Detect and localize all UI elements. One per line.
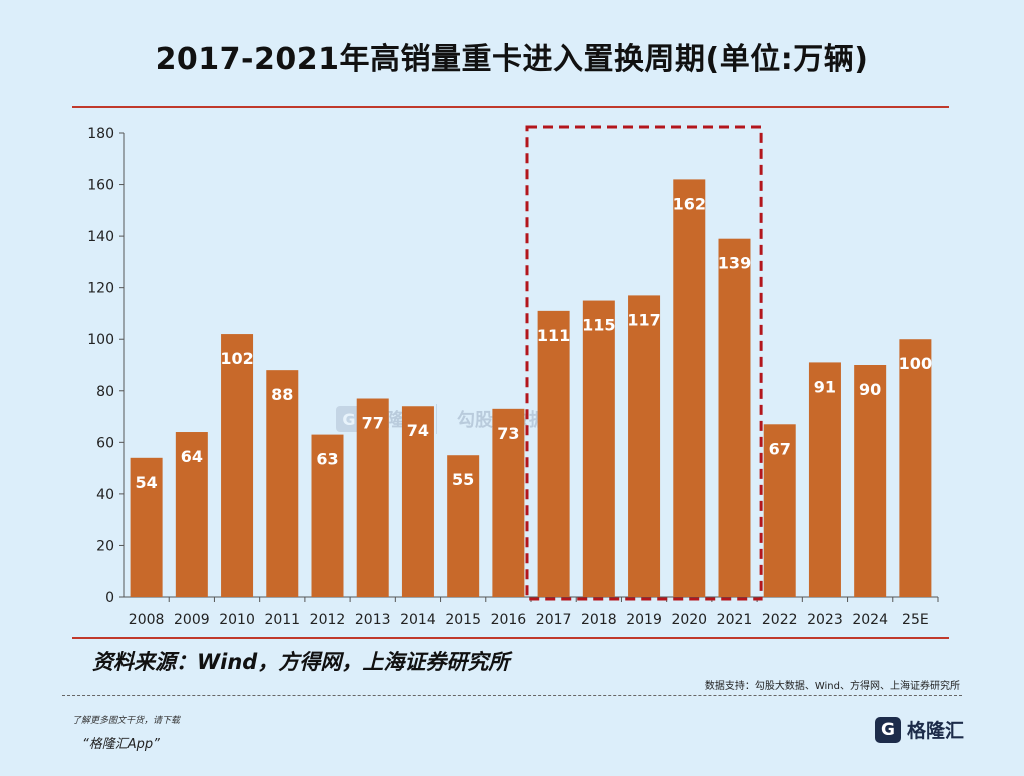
y-tick-label: 160 [87, 178, 114, 194]
bar [582, 300, 615, 597]
x-tick-label: 2020 [671, 612, 707, 628]
x-tick-label: 2009 [174, 612, 210, 628]
x-tick-label: 2021 [717, 612, 753, 628]
chart-title: 2017-2021年高销量重卡进入置换周期(单位:万辆) [155, 42, 869, 77]
source-note: 资料来源：Wind，方得网，上海证券研究所 [92, 650, 510, 674]
x-tick-label: 2022 [762, 612, 798, 628]
x-tick-label: 2024 [852, 612, 888, 628]
bar-value-label: 64 [181, 447, 203, 466]
bar-value-label: 88 [271, 385, 293, 404]
bar-value-label: 117 [627, 310, 660, 329]
bottom-rule [72, 637, 949, 639]
bar-value-label: 162 [673, 194, 706, 213]
x-tick-label: 2013 [355, 612, 391, 628]
bar-value-label: 63 [316, 450, 338, 469]
bar-value-label: 90 [859, 380, 881, 399]
bar [854, 365, 887, 597]
x-tick-label: 2017 [536, 612, 572, 628]
bar [266, 370, 299, 597]
bar-value-label: 54 [135, 473, 157, 492]
dotted-divider [62, 695, 962, 696]
y-tick-label: 120 [87, 281, 114, 297]
top-rule [72, 106, 949, 108]
logo-icon: G [875, 716, 901, 743]
data-support-note: 数据支持：勾股大数据、Wind、方得网、上海证券研究所 [704, 681, 960, 692]
bar-value-label: 111 [537, 326, 570, 345]
bar-value-label: 102 [220, 349, 253, 368]
bar [492, 408, 525, 597]
bar [447, 455, 480, 597]
bar [628, 295, 661, 597]
bar-value-label: 55 [452, 470, 474, 489]
bar [718, 238, 751, 597]
bar-value-label: 115 [582, 316, 615, 335]
y-tick-label: 20 [96, 538, 114, 554]
bar [356, 398, 389, 597]
bar-value-label: 100 [899, 354, 932, 373]
bar [175, 432, 208, 597]
x-tick-label: 2008 [129, 612, 165, 628]
x-tick-label: 2019 [626, 612, 662, 628]
bar-chart: 0 20 40 60 80 100 120 140 160 180 54 2008 64 2009 102 2… [87, 125, 939, 628]
bar-value-label: 74 [407, 421, 429, 440]
x-tick-label: 2014 [400, 612, 436, 628]
x-tick-label: 2023 [807, 612, 843, 628]
y-tick-label: 180 [87, 126, 114, 142]
bar [763, 424, 796, 597]
x-tick-label: 2011 [264, 612, 300, 628]
y-tick-label: 100 [87, 332, 114, 348]
x-tick-label: 2015 [445, 612, 481, 628]
x-tick-label: 2010 [219, 612, 255, 628]
y-tick-label: 40 [96, 487, 114, 503]
bar [311, 434, 344, 597]
x-tick-label: 2018 [581, 612, 617, 628]
bar [401, 406, 434, 597]
y-tick-label: 60 [96, 435, 114, 451]
promo-line-1: 了解更多图文干货，请下载 [72, 716, 181, 726]
y-tick-label: 80 [96, 384, 114, 400]
bar-value-label: 91 [814, 377, 836, 396]
bar [673, 179, 706, 597]
x-tick-label: 2016 [491, 612, 527, 628]
logo-text: 格隆汇 [907, 720, 965, 742]
bar [899, 339, 932, 597]
x-tick-label: 2012 [310, 612, 346, 628]
bar [130, 457, 163, 597]
bar [537, 310, 570, 597]
watermark-divider [436, 404, 437, 434]
bar-value-label: 67 [769, 439, 791, 458]
footer-logo: G 格隆汇 [875, 716, 964, 743]
y-tick-label: 0 [105, 590, 114, 606]
bar-value-label: 77 [362, 414, 384, 433]
bar-value-label: 73 [497, 424, 519, 443]
x-tick-label: 25E [902, 612, 929, 628]
y-tick-label: 140 [87, 229, 114, 245]
bar [808, 362, 841, 597]
promo-line-2: “格隆汇App” [82, 737, 160, 752]
bar [221, 334, 254, 597]
highlight-box [525, 125, 763, 601]
bar-value-label: 139 [718, 254, 751, 273]
